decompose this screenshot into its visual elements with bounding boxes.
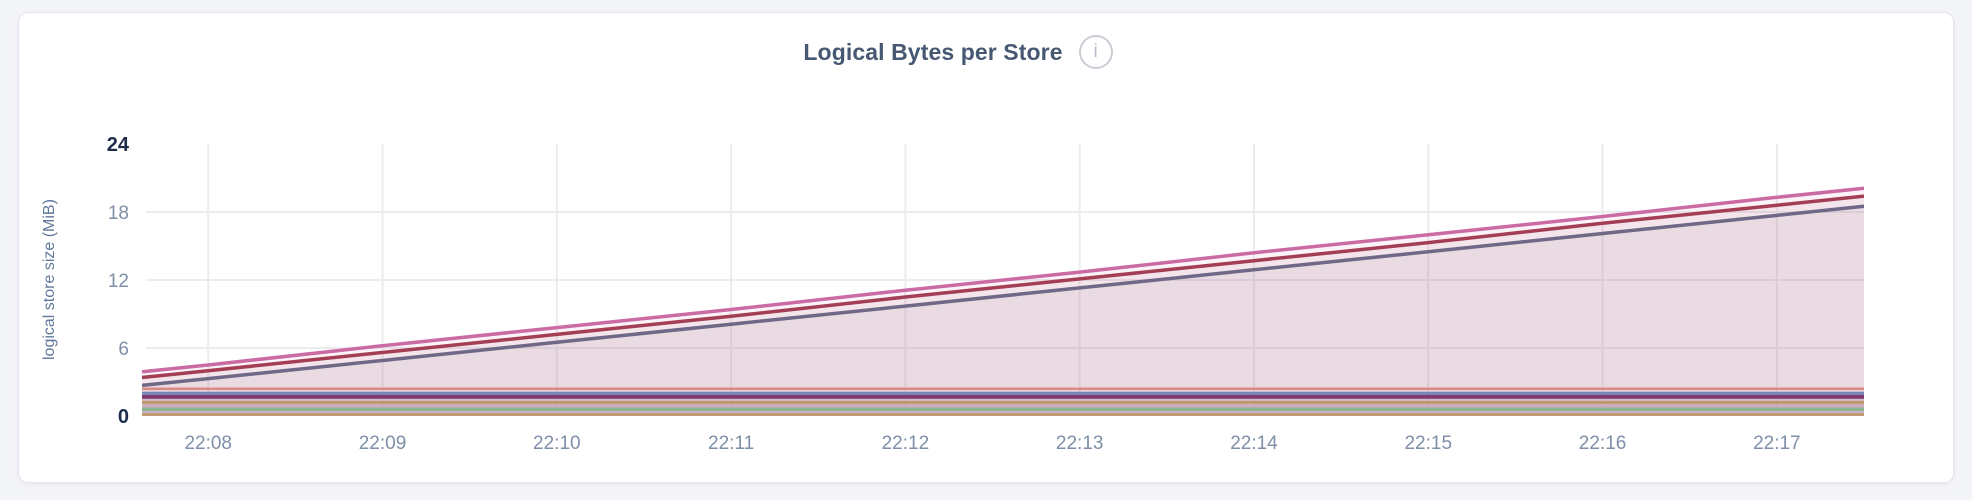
x-axis-labels: 22:08 22:09 22:10 22:11 22:12 22:13 22:14 22:15… — [184, 433, 1800, 454]
x-tick-label: 22:10 — [533, 433, 581, 454]
chart-header: Logical Bytes per Store i — [0, 35, 1925, 69]
x-tick-label: 22:12 — [882, 433, 930, 454]
y-tick-label: 6 — [118, 339, 129, 360]
x-tick-label: 22:13 — [1056, 433, 1104, 454]
x-tick-label: 22:11 — [708, 433, 754, 454]
series-lines — [141, 186, 1865, 416]
y-tick-label: 0 — [118, 406, 129, 428]
chart-card: Logical Bytes per Store i logical store … — [18, 12, 1954, 483]
info-icon[interactable]: i — [1078, 35, 1113, 69]
series-line-store-slate-rising — [141, 204, 1865, 388]
y-axis-labels: 0 6 12 18 24 — [107, 134, 130, 428]
x-tick-label: 22:17 — [1753, 433, 1801, 454]
chart-title: Logical Bytes per Store — [803, 38, 1063, 65]
y-tick-label: 24 — [107, 134, 130, 156]
x-tick-label: 22:15 — [1404, 433, 1452, 454]
series-line-store-magenta-rising — [141, 186, 1865, 374]
series-line-store-crimson-rising — [141, 194, 1865, 380]
series-area-store-slate-rising — [142, 206, 1864, 416]
y-tick-label: 18 — [108, 203, 129, 224]
x-tick-label: 22:08 — [184, 433, 232, 454]
x-tick-label: 22:09 — [359, 433, 407, 454]
series-area-store-magenta-rising — [142, 188, 1864, 416]
y-tick-label: 12 — [108, 271, 129, 292]
x-tick-label: 22:16 — [1579, 433, 1627, 454]
x-tick-label: 22:14 — [1230, 433, 1278, 454]
